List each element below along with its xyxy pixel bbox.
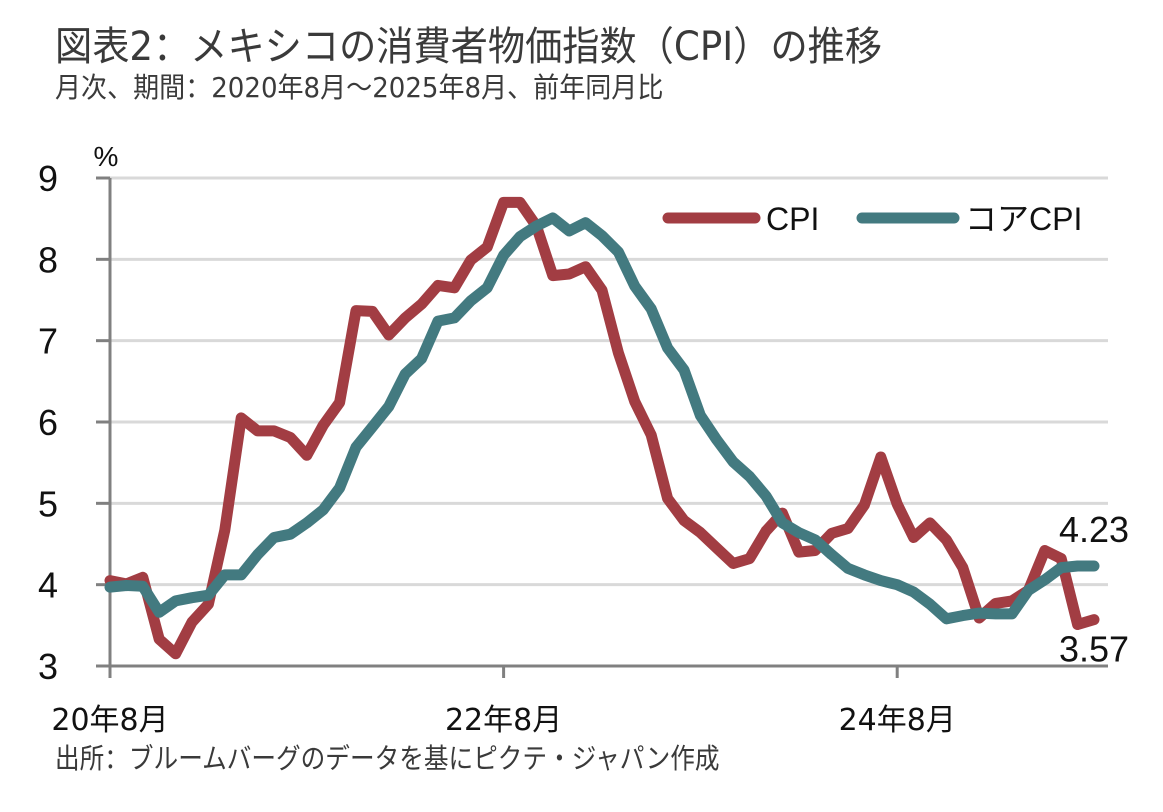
data-label: 4.23 xyxy=(1059,509,1129,550)
source-note: 出所：ブルームバーグのデータを基にピクテ・ジャパン作成 xyxy=(55,742,720,775)
x-axis: 20年8月 22年8月 24年8月 xyxy=(51,664,1108,738)
y-tick-label: 3 xyxy=(38,646,58,687)
series-line-core-cpi xyxy=(104,212,1100,625)
y-unit-label: % xyxy=(94,141,119,172)
annotations: 4.23 3.57 xyxy=(1059,509,1129,670)
legend-label: コアCPI xyxy=(965,201,1082,237)
series-lines xyxy=(104,196,1100,660)
x-tick-label: 22年8月 xyxy=(445,703,562,738)
y-tick-label: 8 xyxy=(38,239,58,280)
y-tick-label: 4 xyxy=(38,565,58,606)
x-tick-label: 20年8月 xyxy=(51,703,168,738)
y-tick-label: 9 xyxy=(38,158,58,199)
legend-item: コアCPI xyxy=(856,201,1082,237)
y-axis: 3 4 5 6 7 8 9% xyxy=(38,141,118,687)
data-label: 3.57 xyxy=(1059,629,1129,670)
legend-item: CPI xyxy=(662,201,819,237)
gridlines xyxy=(110,176,1108,587)
legend: CPI コアCPI xyxy=(662,201,1082,237)
y-tick-label: 5 xyxy=(38,483,58,524)
y-tick-label: 7 xyxy=(38,321,58,362)
legend-label: CPI xyxy=(766,201,819,237)
y-tick-label: 6 xyxy=(38,402,58,443)
chart-subtitle: 月次、期間：2020年8月～2025年8月、前年同月比 xyxy=(55,71,664,104)
chart-title: 図表2：メキシコの消費者物価指数（CPI）の推移 xyxy=(55,24,883,70)
series-line-cpi xyxy=(104,196,1100,660)
x-tick-label: 24年8月 xyxy=(839,703,956,738)
